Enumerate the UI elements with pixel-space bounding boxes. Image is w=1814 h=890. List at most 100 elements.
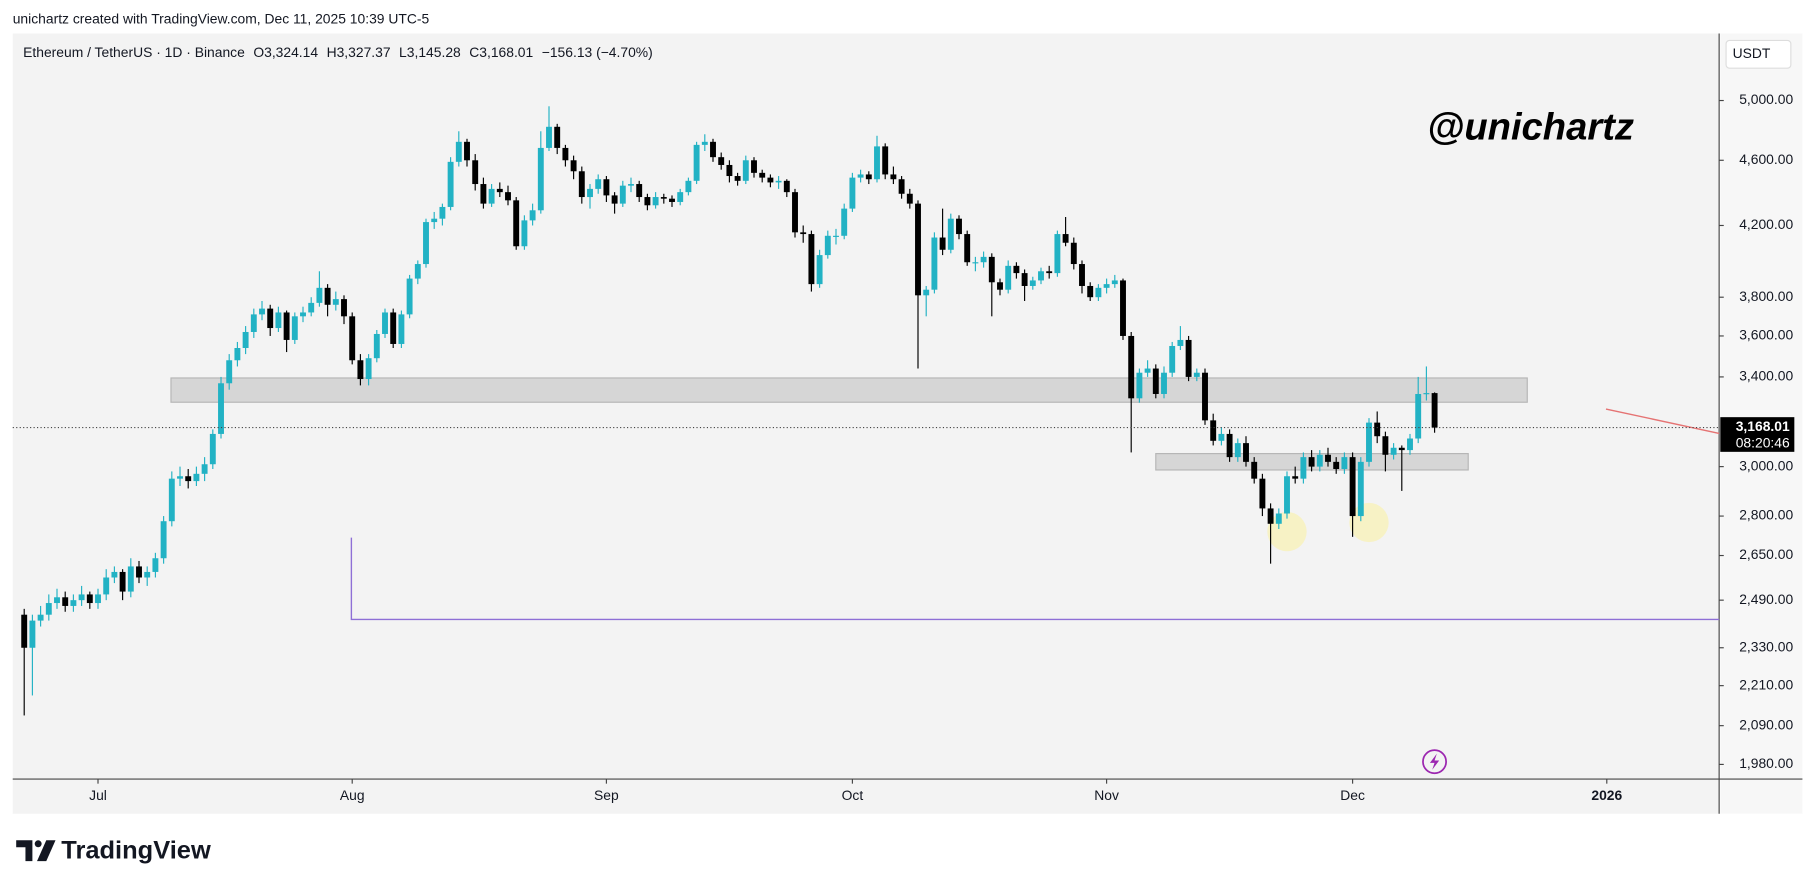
candle-body: [1275, 513, 1282, 524]
candle-body: [332, 299, 339, 305]
candle-body: [956, 218, 962, 235]
candle-body: [726, 164, 733, 177]
y-tick-label: 3,800.00: [1739, 288, 1793, 304]
candle-body: [783, 180, 790, 193]
close-value: C3,168.01: [469, 44, 533, 60]
candle-body: [234, 347, 241, 361]
candle-body: [562, 147, 569, 161]
candle-body: [1111, 280, 1118, 285]
candle-body: [980, 256, 987, 263]
candle-body: [1382, 436, 1389, 455]
candle-body: [1316, 454, 1323, 467]
y-tick-label: 2,650.00: [1739, 546, 1793, 562]
candle-body: [283, 312, 290, 340]
y-tick-label: 4,200.00: [1739, 216, 1793, 232]
candle-body: [414, 264, 421, 279]
candle-body: [1128, 335, 1135, 399]
candle-body: [775, 180, 782, 183]
logo-mark-b: [37, 840, 56, 862]
currency[interactable]: USDT: [1733, 45, 1771, 61]
candle-body: [1431, 393, 1438, 428]
candle-body: [1046, 271, 1053, 274]
candle-body: [1325, 454, 1331, 462]
candle-body: [636, 184, 643, 198]
candle-body: [1234, 443, 1241, 458]
candle-body: [857, 174, 864, 178]
candle-body: [701, 141, 708, 145]
candle-body: [1144, 368, 1151, 373]
lightning-icon[interactable]: [1422, 749, 1447, 775]
candle-body: [1029, 280, 1036, 286]
candle-body: [1120, 280, 1126, 336]
last-price-box: [1720, 417, 1795, 452]
icon-bolt[interactable]: [1429, 753, 1440, 770]
candle-body: [1300, 457, 1307, 479]
candle-body: [226, 360, 233, 384]
candle-body: [472, 160, 479, 185]
candle-body: [669, 198, 675, 202]
x-tick-label: Jul: [89, 787, 107, 803]
candle-body: [316, 287, 323, 303]
candle-body: [1013, 265, 1020, 274]
candle-body: [1218, 433, 1225, 441]
candle-body: [751, 160, 757, 173]
candle-body: [1349, 457, 1356, 517]
candle-body: [767, 177, 774, 183]
candle-body: [1054, 234, 1061, 274]
high-value: H3,327.37: [327, 44, 391, 60]
candle-body: [693, 144, 700, 181]
candle-body: [168, 478, 175, 522]
candle-body: [759, 172, 766, 178]
candle-body: [62, 597, 69, 606]
candle-body: [841, 208, 848, 236]
countdown: 08:20:46: [1736, 434, 1790, 450]
candle-body: [997, 282, 1003, 290]
low-value: L3,145.28: [399, 44, 461, 60]
icon-circle[interactable]: [1422, 749, 1447, 775]
candle-body: [201, 464, 208, 474]
candle-body: [1005, 265, 1012, 290]
change-value: −156.13 (−4.70%): [542, 44, 653, 60]
candle-body: [1341, 457, 1348, 470]
candle-body: [685, 180, 692, 193]
candle-body: [742, 160, 749, 181]
candle-body: [1259, 478, 1266, 509]
x-tick-label: 2026: [1591, 787, 1622, 803]
candle-body: [808, 234, 815, 285]
y-tick-label: 3,600.00: [1739, 327, 1793, 343]
candle-body: [1177, 339, 1184, 346]
candle-body: [792, 192, 798, 233]
candle-body: [1038, 271, 1044, 281]
y-tick-label: 1,980.00: [1739, 755, 1793, 771]
candle-body: [505, 192, 511, 201]
candle-body: [291, 316, 298, 340]
candle-body: [1087, 285, 1094, 298]
candle-body: [439, 206, 446, 219]
currency-box[interactable]: [1725, 39, 1792, 69]
symbol-legend: Ethereum / TetherUS · 1D · Binance O3,32…: [23, 44, 653, 60]
candle-body: [882, 146, 889, 175]
candle-body: [365, 358, 372, 380]
candle-body: [308, 302, 315, 313]
candle-body: [1070, 242, 1077, 265]
candle-body: [488, 188, 495, 204]
candle-body: [824, 235, 831, 256]
candle-body: [111, 571, 118, 578]
candle-body: [86, 594, 93, 604]
watermark: @unichartz: [1427, 106, 1634, 149]
candle-body: [1407, 438, 1413, 451]
candle-body: [546, 126, 552, 148]
x-tick-label: Sep: [594, 787, 619, 803]
candle-body: [833, 235, 839, 237]
last-price-label: 3,168.01: [1736, 418, 1790, 434]
candle-body: [1267, 508, 1274, 524]
candle-body: [644, 197, 651, 206]
candle-body: [357, 360, 364, 380]
logo-mark-a: [16, 840, 33, 862]
candle-body: [1333, 461, 1340, 470]
candle-body: [373, 333, 380, 359]
y-tick-label: 2,210.00: [1739, 676, 1793, 692]
support-resistance-zone: [170, 377, 1528, 403]
candle-body: [513, 200, 520, 247]
